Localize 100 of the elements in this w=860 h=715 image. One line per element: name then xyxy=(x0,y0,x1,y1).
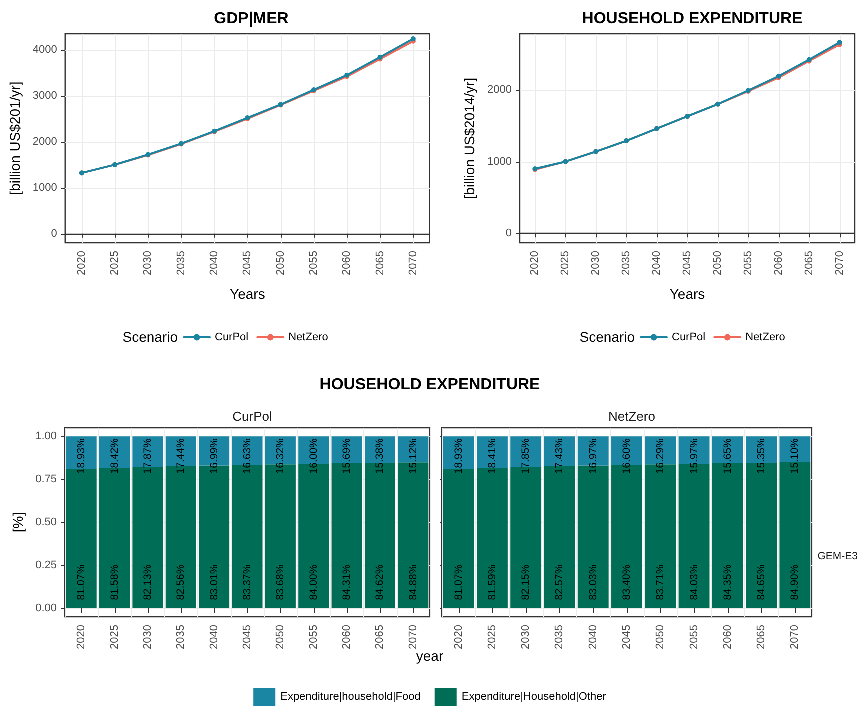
legend-title: Scenario xyxy=(580,329,636,345)
data-label: 84.65% xyxy=(756,564,768,600)
data-label: 83.01% xyxy=(208,564,220,600)
x-axis-title: year xyxy=(416,648,444,664)
data-label: 16.99% xyxy=(208,438,220,474)
x-tick-label: 2025 xyxy=(108,625,121,650)
y-tick-label: 1000 xyxy=(32,182,58,194)
x-tick-label: 2065 xyxy=(374,251,386,276)
x-tick-label: 2035 xyxy=(175,251,188,276)
x-tick-label: 2055 xyxy=(688,625,700,650)
data-label: 15.65% xyxy=(722,438,734,474)
x-tick-label: 2055 xyxy=(308,251,320,276)
x-tick-label: 2025 xyxy=(109,251,122,276)
y-tick-label: 0.25 xyxy=(36,559,57,572)
x-tick-label: 2040 xyxy=(208,625,220,650)
x-tick-label: 2025 xyxy=(486,625,498,650)
data-label: 81.07% xyxy=(452,564,465,600)
x-tick-label: 2040 xyxy=(208,251,221,276)
x-tick-label: 2045 xyxy=(682,251,694,276)
x-tick-label: 2070 xyxy=(789,625,802,650)
data-label: 84.31% xyxy=(341,564,354,600)
data-label: 15.35% xyxy=(756,438,768,474)
data-label: 15.12% xyxy=(407,438,420,474)
chart-title: GDP|MER xyxy=(214,10,290,28)
data-label: 15.69% xyxy=(341,438,354,474)
data-label: 83.37% xyxy=(242,564,254,600)
x-tick-label: 2020 xyxy=(76,625,88,650)
x-tick-label: 2050 xyxy=(274,251,287,276)
data-label: 18.41% xyxy=(486,438,498,474)
x-tick-label: 2065 xyxy=(756,625,768,650)
x-tick-label: 2020 xyxy=(76,251,88,276)
x-tick-label: 2030 xyxy=(142,251,154,276)
legend-label: CurPol xyxy=(215,332,249,344)
y-tick-label: 3000 xyxy=(32,90,58,102)
data-label: 16.00% xyxy=(308,438,320,474)
y-tick-label: 0 xyxy=(51,228,58,240)
legend-title: Scenario xyxy=(122,329,178,345)
chart-subtitle: NetZero xyxy=(608,409,656,424)
chart-title: HOUSEHOLD EXPENDITURE xyxy=(320,376,541,394)
x-tick-label: 2060 xyxy=(772,251,785,276)
data-label: 84.88% xyxy=(407,564,420,600)
x-tick-label: 2040 xyxy=(587,625,600,650)
data-label: 81.58% xyxy=(108,564,121,600)
x-tick-label: 2065 xyxy=(803,251,816,276)
x-tick-label: 2035 xyxy=(175,625,188,650)
x-tick-label: 2045 xyxy=(242,251,254,276)
data-label: 16.32% xyxy=(274,438,287,474)
data-label: 17.85% xyxy=(520,438,532,474)
data-label: 82.56% xyxy=(175,564,188,600)
x-tick-label: 2035 xyxy=(620,251,633,276)
data-label: 84.00% xyxy=(308,564,320,600)
y-axis-title: [billion US$2014/yr] xyxy=(462,78,478,200)
data-label: 17.44% xyxy=(175,438,188,474)
x-tick-label: 2020 xyxy=(529,251,542,276)
x-tick-label: 2045 xyxy=(621,625,633,650)
x-tick-label: 2055 xyxy=(308,625,320,650)
y-tick-label: 1.00 xyxy=(36,430,57,443)
data-label: 84.35% xyxy=(722,564,734,600)
y-tick-label: 0 xyxy=(506,228,512,240)
y-tick-label: 2000 xyxy=(488,84,512,96)
legend-label: NetZero xyxy=(288,332,328,344)
x-tick-label: 2055 xyxy=(742,251,754,276)
data-label: 18.42% xyxy=(108,438,121,474)
legend-label: Expenditure|household|Food xyxy=(280,691,421,703)
x-tick-label: 2030 xyxy=(590,251,602,276)
x-tick-label: 2070 xyxy=(407,251,420,276)
data-label: 84.03% xyxy=(688,564,700,600)
data-label: 84.62% xyxy=(374,564,386,600)
chart-title: HOUSEHOLD EXPENDITURE xyxy=(582,10,804,28)
x-tick-label: 2070 xyxy=(834,251,846,276)
data-label: 83.03% xyxy=(587,564,600,600)
data-label: 83.71% xyxy=(654,564,667,600)
chart-subtitle: CurPol xyxy=(232,409,272,424)
legend-label: Expenditure|Household|Other xyxy=(462,691,607,703)
x-tick-label: 2050 xyxy=(712,251,724,276)
data-label: 82.15% xyxy=(520,564,532,600)
x-tick-label: 2060 xyxy=(341,251,354,276)
data-label: 16.97% xyxy=(587,438,600,474)
x-tick-label: 2040 xyxy=(651,251,664,276)
data-label: 17.43% xyxy=(554,438,566,474)
x-tick-label: 2025 xyxy=(560,251,572,276)
data-label: 81.59% xyxy=(486,564,498,600)
x-tick-label: 2020 xyxy=(452,625,465,650)
x-tick-label: 2030 xyxy=(142,625,154,650)
y-tick-label: 2000 xyxy=(32,136,58,148)
x-tick-label: 2060 xyxy=(722,625,734,650)
data-label: 18.93% xyxy=(76,438,88,474)
y-tick-label: 0.00 xyxy=(36,602,57,614)
data-label: 16.29% xyxy=(654,438,667,474)
y-tick-label: 1000 xyxy=(488,156,512,168)
data-label: 82.13% xyxy=(142,564,154,600)
data-label: 17.87% xyxy=(142,438,154,474)
text: GEM-E3 xyxy=(818,550,858,562)
x-tick-label: 2060 xyxy=(341,625,354,650)
data-label: 81.07% xyxy=(76,564,88,600)
data-label: 16.60% xyxy=(621,438,633,474)
y-tick-label: 4000 xyxy=(32,44,58,56)
data-label: 83.40% xyxy=(621,564,633,600)
x-tick-label: 2045 xyxy=(242,625,254,650)
data-label: 15.97% xyxy=(688,438,700,474)
